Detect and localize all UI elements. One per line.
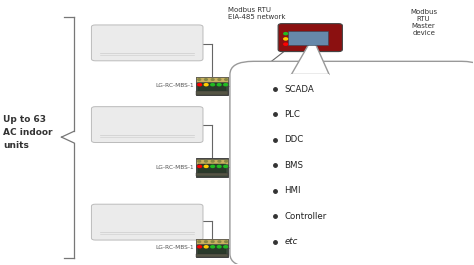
Text: Modbus
RTU
Master
device: Modbus RTU Master device — [410, 8, 437, 36]
Circle shape — [198, 84, 201, 86]
FancyBboxPatch shape — [288, 31, 328, 45]
FancyBboxPatch shape — [278, 24, 342, 52]
FancyBboxPatch shape — [196, 173, 228, 176]
FancyBboxPatch shape — [196, 77, 228, 95]
Text: LG-RC-MBS-1: LG-RC-MBS-1 — [156, 165, 194, 170]
Polygon shape — [292, 38, 329, 74]
FancyBboxPatch shape — [196, 239, 228, 257]
Circle shape — [204, 84, 208, 86]
Circle shape — [204, 246, 208, 248]
Circle shape — [218, 241, 221, 242]
Text: LG-RC-MBS-1: LG-RC-MBS-1 — [156, 83, 194, 88]
Circle shape — [198, 165, 201, 167]
Text: SCADA: SCADA — [284, 85, 314, 94]
FancyBboxPatch shape — [196, 239, 228, 244]
FancyBboxPatch shape — [198, 82, 226, 92]
Circle shape — [204, 165, 208, 167]
Text: HMI: HMI — [284, 187, 301, 195]
Circle shape — [211, 246, 215, 248]
Circle shape — [204, 161, 207, 162]
Circle shape — [217, 246, 221, 248]
Circle shape — [224, 246, 228, 248]
Text: Up to 63
AC indoor
units: Up to 63 AC indoor units — [3, 116, 53, 149]
Circle shape — [211, 165, 215, 167]
Circle shape — [225, 79, 228, 80]
FancyBboxPatch shape — [91, 107, 203, 143]
Text: DDC: DDC — [284, 135, 303, 144]
Text: Controller: Controller — [284, 212, 327, 221]
FancyBboxPatch shape — [91, 204, 203, 240]
Circle shape — [211, 161, 214, 162]
Circle shape — [284, 38, 288, 40]
Text: LG-RC-MBS-1: LG-RC-MBS-1 — [156, 245, 194, 250]
Circle shape — [218, 79, 221, 80]
Circle shape — [217, 165, 221, 167]
FancyBboxPatch shape — [196, 158, 228, 164]
FancyBboxPatch shape — [198, 164, 226, 174]
Text: PLC: PLC — [284, 110, 300, 119]
Circle shape — [225, 161, 228, 162]
Circle shape — [198, 161, 201, 162]
Circle shape — [198, 241, 201, 242]
Circle shape — [224, 165, 228, 167]
Circle shape — [284, 43, 288, 45]
Circle shape — [217, 84, 221, 86]
Text: BMS: BMS — [284, 161, 303, 170]
FancyBboxPatch shape — [91, 25, 203, 61]
FancyBboxPatch shape — [196, 77, 228, 82]
Text: Modbus RTU
EIA-485 network: Modbus RTU EIA-485 network — [228, 7, 285, 20]
Circle shape — [211, 79, 214, 80]
Circle shape — [218, 161, 221, 162]
Circle shape — [225, 241, 228, 242]
Circle shape — [211, 241, 214, 242]
FancyBboxPatch shape — [196, 91, 228, 95]
FancyBboxPatch shape — [230, 61, 474, 265]
Circle shape — [211, 84, 215, 86]
Circle shape — [198, 79, 201, 80]
FancyBboxPatch shape — [196, 254, 228, 257]
Circle shape — [224, 84, 228, 86]
FancyBboxPatch shape — [196, 158, 228, 176]
Text: etc: etc — [284, 237, 298, 246]
Circle shape — [284, 33, 288, 35]
Circle shape — [204, 241, 207, 242]
FancyBboxPatch shape — [198, 245, 226, 254]
Circle shape — [204, 79, 207, 80]
Circle shape — [198, 246, 201, 248]
